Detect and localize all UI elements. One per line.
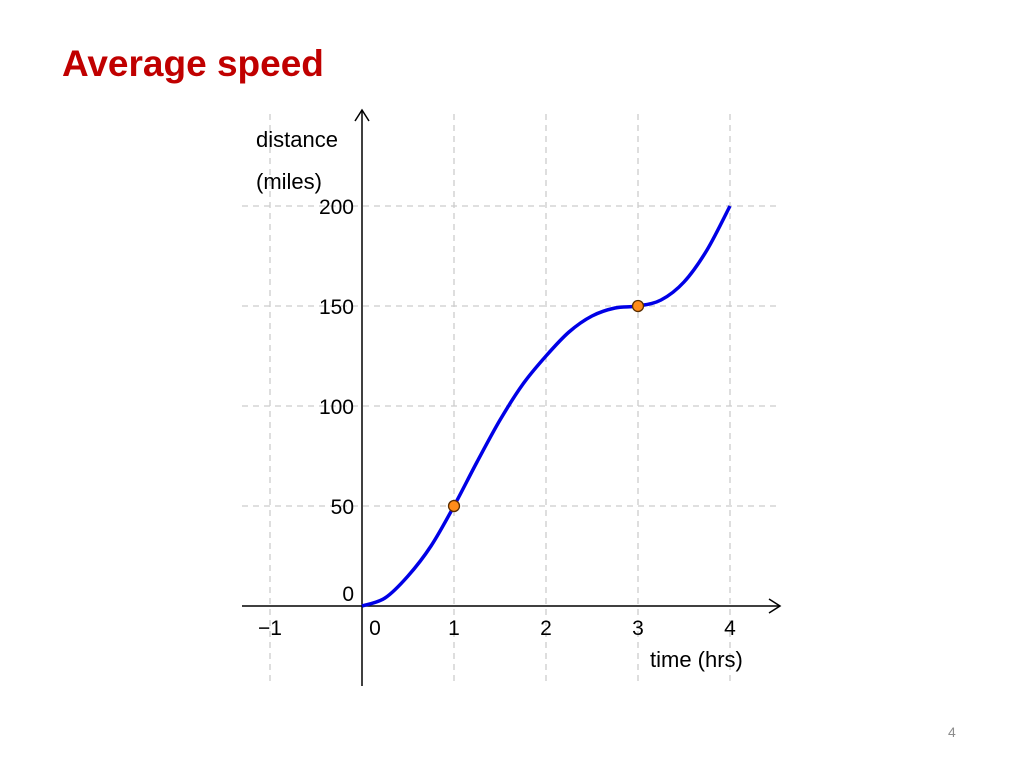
x-tick-label: 0 bbox=[369, 617, 381, 640]
axes bbox=[242, 108, 782, 686]
y-tick-label: 50 bbox=[331, 496, 354, 519]
y-axis-arrow bbox=[354, 108, 370, 122]
page-number: 4 bbox=[948, 724, 956, 740]
distance-curve bbox=[361, 205, 732, 608]
slide-title: Average speed bbox=[62, 43, 324, 84]
data-point bbox=[631, 299, 645, 313]
grid bbox=[242, 114, 780, 686]
x-tick-label: 2 bbox=[540, 617, 552, 640]
y-tick-label: 200 bbox=[319, 196, 354, 219]
data-point bbox=[447, 499, 461, 513]
y-tick-label: 0 bbox=[342, 583, 354, 606]
x-axis-arrow bbox=[768, 598, 782, 614]
x-tick-label: 1 bbox=[448, 617, 460, 640]
y-tick-label: 100 bbox=[319, 396, 354, 419]
tick-labels: −1 0 1 2 3 4 0 50 100 150 200 bbox=[258, 196, 736, 640]
y-axis-label-line2: (miles) bbox=[256, 169, 322, 194]
x-tick-label: −1 bbox=[258, 617, 282, 640]
highlighted-points bbox=[447, 299, 645, 513]
y-tick-label: 150 bbox=[319, 296, 354, 319]
y-axis-label-line1: distance bbox=[256, 127, 338, 152]
x-axis-label: time (hrs) bbox=[650, 647, 743, 672]
x-tick-label: 3 bbox=[632, 617, 644, 640]
x-tick-label: 4 bbox=[724, 617, 736, 640]
